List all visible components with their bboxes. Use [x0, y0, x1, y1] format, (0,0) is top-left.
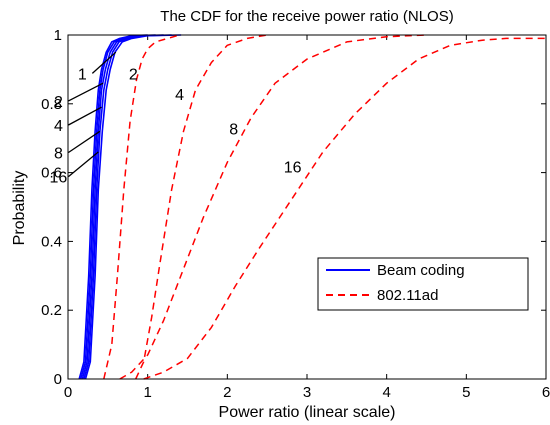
curve-label-beam-coding-1: 16: [50, 170, 68, 187]
x-tick-label: 6: [542, 384, 550, 401]
curve-label-beam-coding-8: 2: [54, 94, 63, 111]
curve-label-80211ad-2: 2: [129, 66, 138, 83]
curve-label-beam-coding-16: 1: [78, 66, 87, 83]
chart-title: The CDF for the receive power ratio (NLO…: [160, 8, 453, 25]
curve-label-80211ad-16: 16: [284, 159, 302, 176]
curve-label-beam-coding-4: 4: [54, 118, 63, 135]
x-tick-label: 0: [64, 384, 72, 401]
y-tick-label: 1: [54, 27, 62, 44]
x-tick-label: 2: [223, 384, 231, 401]
x-tick-label: 5: [462, 384, 470, 401]
curve-label-80211ad-4: 4: [175, 87, 184, 104]
curve-label-beam-coding-2: 8: [54, 146, 63, 163]
y-tick-label: 0.4: [41, 233, 62, 250]
legend-label-beam-coding: Beam coding: [377, 262, 465, 279]
legend: Beam coding 802.11ad: [318, 258, 528, 310]
legend-label-80211ad: 802.11ad: [377, 287, 438, 304]
y-tick-label: 0: [54, 371, 62, 388]
curve-label-80211ad-8: 8: [229, 121, 238, 138]
x-tick-label: 4: [382, 384, 390, 401]
x-tick-label: 3: [303, 384, 311, 401]
x-tick-label: 1: [143, 384, 151, 401]
x-axis-label: Power ratio (linear scale): [219, 404, 396, 421]
y-tick-label: 0.2: [41, 302, 62, 319]
y-axis-label: Probability: [11, 171, 28, 246]
